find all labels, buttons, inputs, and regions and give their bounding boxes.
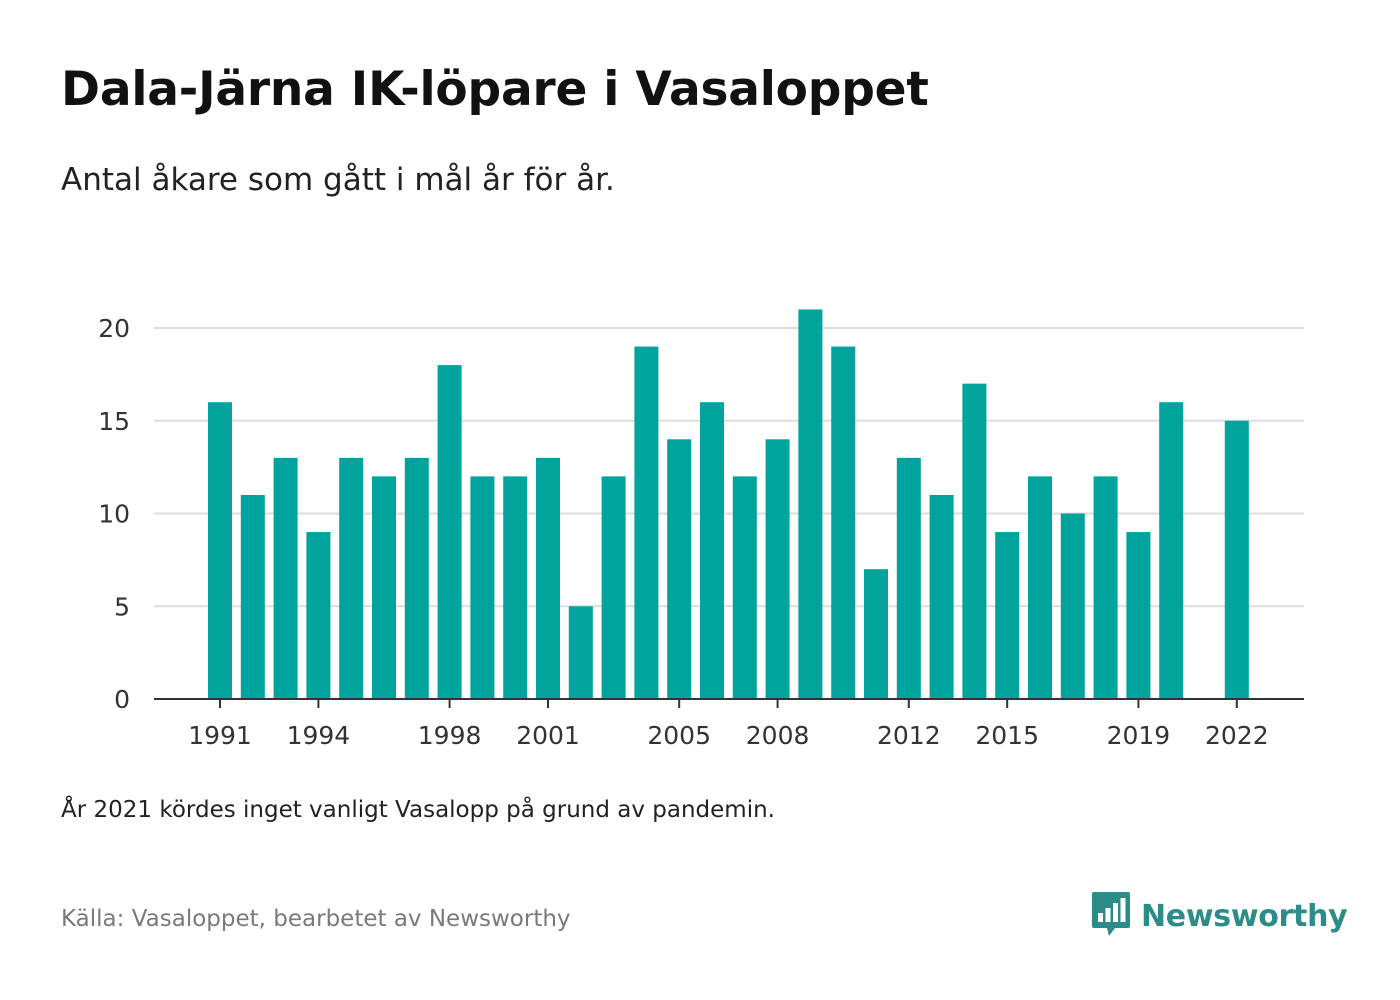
bar-2005 — [667, 439, 692, 699]
bar-2019 — [1126, 532, 1151, 699]
x-axis — [154, 698, 1304, 708]
chart-subtitle: Antal åkare som gått i mål år för år. — [61, 162, 615, 198]
x-tick-label: 2005 — [647, 721, 711, 750]
bar-2016 — [1028, 476, 1052, 699]
bar-2009 — [798, 309, 823, 699]
bar-2018 — [1093, 476, 1118, 699]
bar-1991 — [208, 402, 232, 699]
bar-2017 — [1060, 513, 1085, 699]
bar-2012 — [896, 457, 921, 699]
x-tick-label: 2008 — [746, 721, 810, 750]
x-tick-label: 2012 — [877, 721, 941, 750]
bar-1996 — [372, 476, 396, 699]
brand-name: Newsworthy — [1141, 898, 1348, 934]
bar-2002 — [568, 606, 593, 699]
bar-2008 — [765, 439, 790, 699]
x-tick-label: 1994 — [287, 721, 351, 750]
bar-chart-speech-bubble-icon — [1091, 891, 1131, 941]
bar-chart: 0 5 10 15 20 1991 1994 1998 2001 2005 2008 2012 201… — [98, 309, 1304, 750]
x-tick-labels: 1991 1994 1998 2001 2005 2008 2012 2015 2019 2022 — [188, 721, 1268, 750]
x-tick-label: 2019 — [1107, 721, 1171, 750]
bar-1994 — [306, 532, 331, 699]
x-tick-label: 2015 — [975, 721, 1039, 750]
bar-2022 — [1224, 420, 1249, 699]
bar-2020 — [1159, 402, 1184, 699]
bars — [208, 309, 1249, 699]
bar-2010 — [831, 346, 856, 699]
bar-1993 — [273, 457, 298, 699]
x-tick-label: 1991 — [188, 721, 252, 750]
x-tick-label: 1998 — [418, 721, 482, 750]
y-tick-label: 5 — [114, 592, 130, 621]
bar-1998 — [437, 365, 462, 699]
bar-2015 — [995, 532, 1020, 699]
bar-2014 — [962, 383, 987, 699]
bar-2003 — [601, 476, 626, 699]
bar-2006 — [700, 402, 724, 699]
y-tick-labels: 0 5 10 15 20 — [98, 314, 130, 714]
y-tick-label: 15 — [98, 407, 130, 436]
bar-1999 — [470, 476, 495, 699]
x-tick-label: 2022 — [1205, 721, 1269, 750]
footnote: År 2021 kördes inget vanligt Vasalopp på… — [61, 797, 775, 823]
bar-2013 — [929, 494, 954, 699]
bar-1992 — [240, 494, 265, 699]
bar-1995 — [339, 457, 364, 699]
bar-2000 — [503, 476, 528, 699]
chart-title: Dala-Järna IK-löpare i Vasaloppet — [61, 62, 929, 117]
bar-1997 — [404, 457, 429, 699]
y-tick-label: 0 — [114, 685, 130, 714]
newsworthy-logo: Newsworthy — [1091, 891, 1348, 941]
bar-2004 — [634, 346, 659, 699]
y-tick-label: 10 — [98, 500, 130, 529]
x-tick-label: 2001 — [516, 721, 580, 750]
y-tick-label: 20 — [98, 314, 130, 343]
bar-2011 — [864, 569, 888, 699]
bar-2001 — [536, 457, 560, 699]
source-text: Källa: Vasaloppet, bearbetet av Newswort… — [61, 906, 571, 932]
bar-2007 — [732, 476, 757, 699]
